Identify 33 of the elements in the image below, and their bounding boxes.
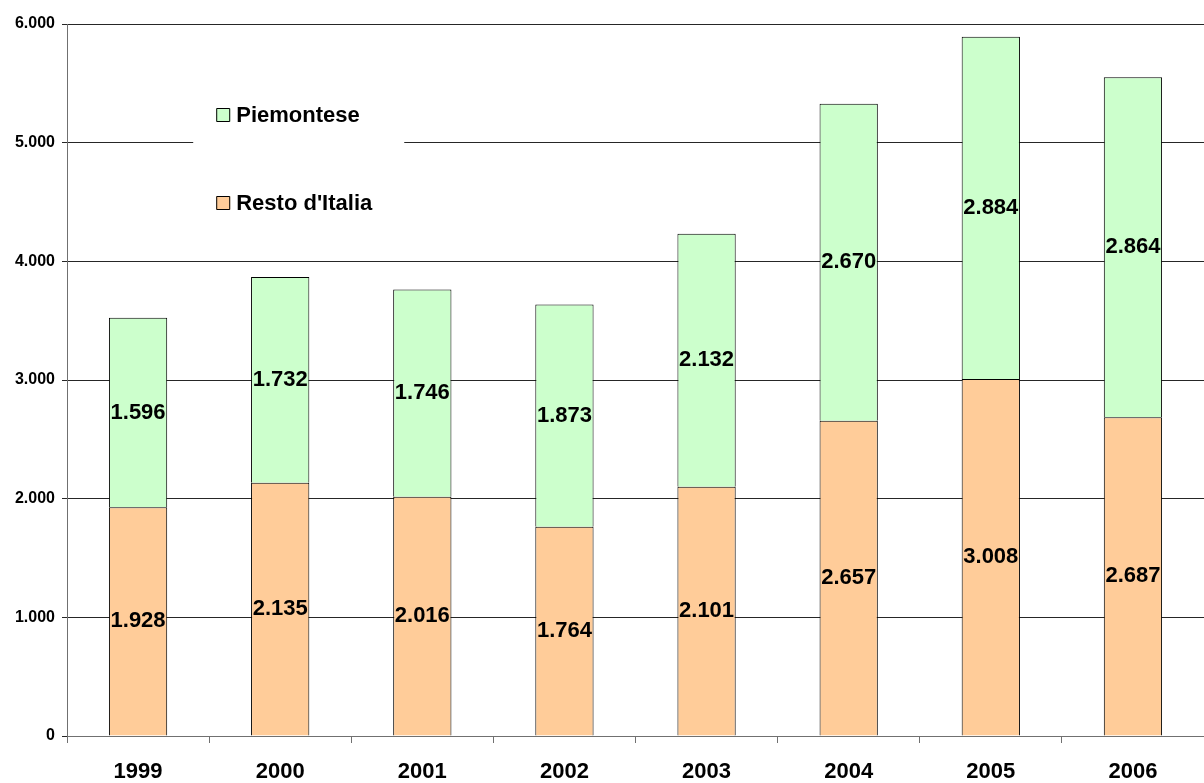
data-label: 2.135 [252, 595, 308, 621]
y-tick-label: 3.000 [14, 370, 56, 388]
data-label: 2.884 [963, 194, 1020, 219]
data-label: 2.132 [679, 346, 735, 372]
data-label: 1.596 [110, 398, 166, 424]
x-tick-label: 2003 [682, 758, 732, 783]
y-tick-label: 5.000 [14, 133, 56, 151]
data-label: 2.657 [821, 564, 877, 590]
y-tick-label: 1.000 [14, 607, 56, 625]
x-tick-label: 2006 [1108, 758, 1158, 783]
data-label: 2.670 [821, 248, 877, 274]
x-tick-label: 2005 [966, 758, 1016, 783]
data-label: 1.873 [536, 401, 592, 427]
y-tick-label: 2.000 [14, 489, 56, 507]
x-tick-label: 2001 [397, 758, 447, 783]
data-label: 2.864 [1105, 233, 1162, 259]
x-tick-label: 2000 [255, 758, 305, 783]
data-label: 1.746 [394, 379, 450, 405]
x-tick-label: 2004 [824, 758, 874, 783]
x-tick-label: 2002 [539, 758, 589, 783]
data-label: 3.008 [963, 543, 1019, 569]
data-label: 2.687 [1105, 562, 1161, 588]
y-tick-label: 4.000 [14, 251, 56, 269]
x-tick-label: 1999 [113, 758, 163, 783]
data-label: 1.764 [536, 617, 593, 643]
y-tick-label: 6.000 [14, 14, 56, 32]
data-label: 2.016 [394, 602, 450, 628]
data-label: 1.732 [252, 365, 308, 391]
legend-label: Piemontese [236, 102, 360, 128]
y-tick-label: 0 [46, 726, 56, 744]
data-label: 2.101 [679, 597, 735, 623]
data-label: 1.928 [110, 607, 166, 633]
legend-label: Resto d'Italia [236, 190, 374, 216]
